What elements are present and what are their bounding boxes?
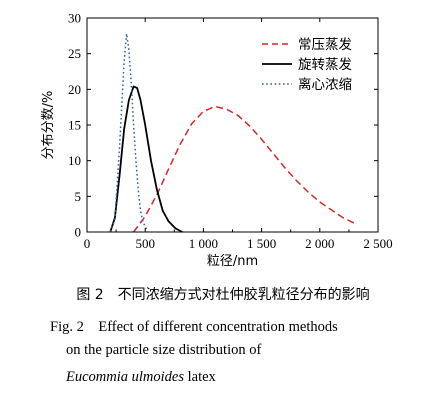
y-axis-label: 分布分数/% [41, 91, 56, 160]
figure-caption-english-line3: Eucommia ulmoides latex [66, 369, 216, 386]
species-name: Eucommia ulmoides [66, 369, 184, 385]
axes: 0 500 1 000 1 500 2 000 2 500 0 5 10 15 20 25 30 粒径/n… [41, 11, 393, 270]
series-line-3 [109, 32, 149, 233]
x-tick-label: 1 500 [247, 236, 276, 251]
x-tick-label: 1 000 [189, 236, 218, 251]
x-tick-label: 2 500 [363, 236, 392, 251]
legend-label-2: 旋转蒸发 [298, 57, 352, 73]
legend-label-1: 常压蒸发 [298, 37, 352, 53]
y-tick-label: 5 [75, 189, 82, 204]
y-tick-label: 10 [68, 153, 81, 168]
figure-caption-english-line2: on the particle size distribution of [66, 342, 262, 358]
x-tick-label: 0 [84, 236, 91, 251]
y-tick-label: 15 [68, 118, 81, 133]
legend-label-3: 离心浓缩 [298, 76, 352, 93]
figure-caption-chinese: 图 2 不同浓缩方式对杜仲胶乳粒径分布的影响 [76, 287, 370, 303]
y-tick-label: 25 [68, 46, 81, 61]
x-tick-label: 500 [135, 236, 155, 251]
series-line-2 [109, 85, 183, 233]
plot-area [109, 32, 356, 233]
chart: 0 500 1 000 1 500 2 000 2 500 0 5 10 15 20 25 30 粒径/n… [41, 11, 393, 270]
y-tick-label: 20 [68, 82, 81, 97]
caption-latex: latex [184, 369, 216, 385]
y-tick-label: 30 [68, 11, 81, 26]
series-line-1 [132, 105, 356, 233]
x-tick-label: 2 000 [305, 236, 334, 251]
y-tick-label: 0 [75, 225, 82, 240]
x-axis-label: 粒径/nm [207, 254, 258, 269]
figure-caption-english-line1: Fig. 2 Effect of different concentration… [50, 319, 338, 335]
